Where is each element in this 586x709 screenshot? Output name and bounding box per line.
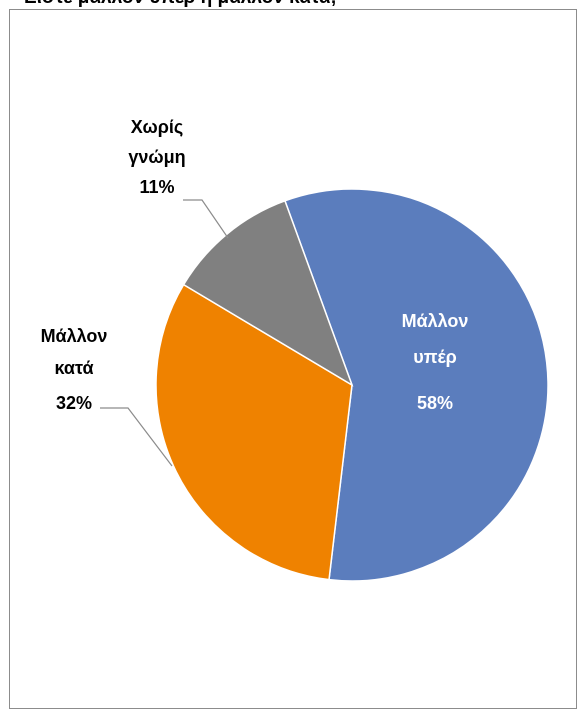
- pie-slice-μάλλον-υπέρ: [283, 188, 549, 582]
- slice-percent-μάλλον-υπέρ: 58%: [417, 393, 453, 413]
- chart-title: Είστε μάλλον υπέρ ή μάλλον κατά;: [24, 0, 337, 9]
- slice-percent-χωρίς-γνώμη: 11%: [139, 177, 174, 197]
- pie-slice-μάλλον-κατά: [155, 283, 353, 581]
- pie-slice-χωρίς-γνώμη: [182, 199, 354, 387]
- slice-label-χωρίς-γνώμη-line-1: Χωρίς: [131, 117, 183, 137]
- leader-line-χωρίς-γνώμη: [183, 199, 229, 239]
- slice-label-χωρίς-γνώμη-line-2: γνώμη: [128, 147, 185, 167]
- leader-line-μάλλον-κατά: [100, 407, 173, 467]
- slice-label-μάλλον-υπέρ-line-1: Μάλλον: [402, 311, 469, 331]
- slice-label-μάλλον-κατά-line-2: κατά: [54, 358, 93, 378]
- slice-percent-μάλλον-κατά: 32%: [56, 393, 92, 413]
- slice-label-μάλλον-υπέρ-line-2: υπέρ: [413, 347, 457, 367]
- slice-label-μάλλον-κατά-line-1: Μάλλον: [41, 326, 108, 346]
